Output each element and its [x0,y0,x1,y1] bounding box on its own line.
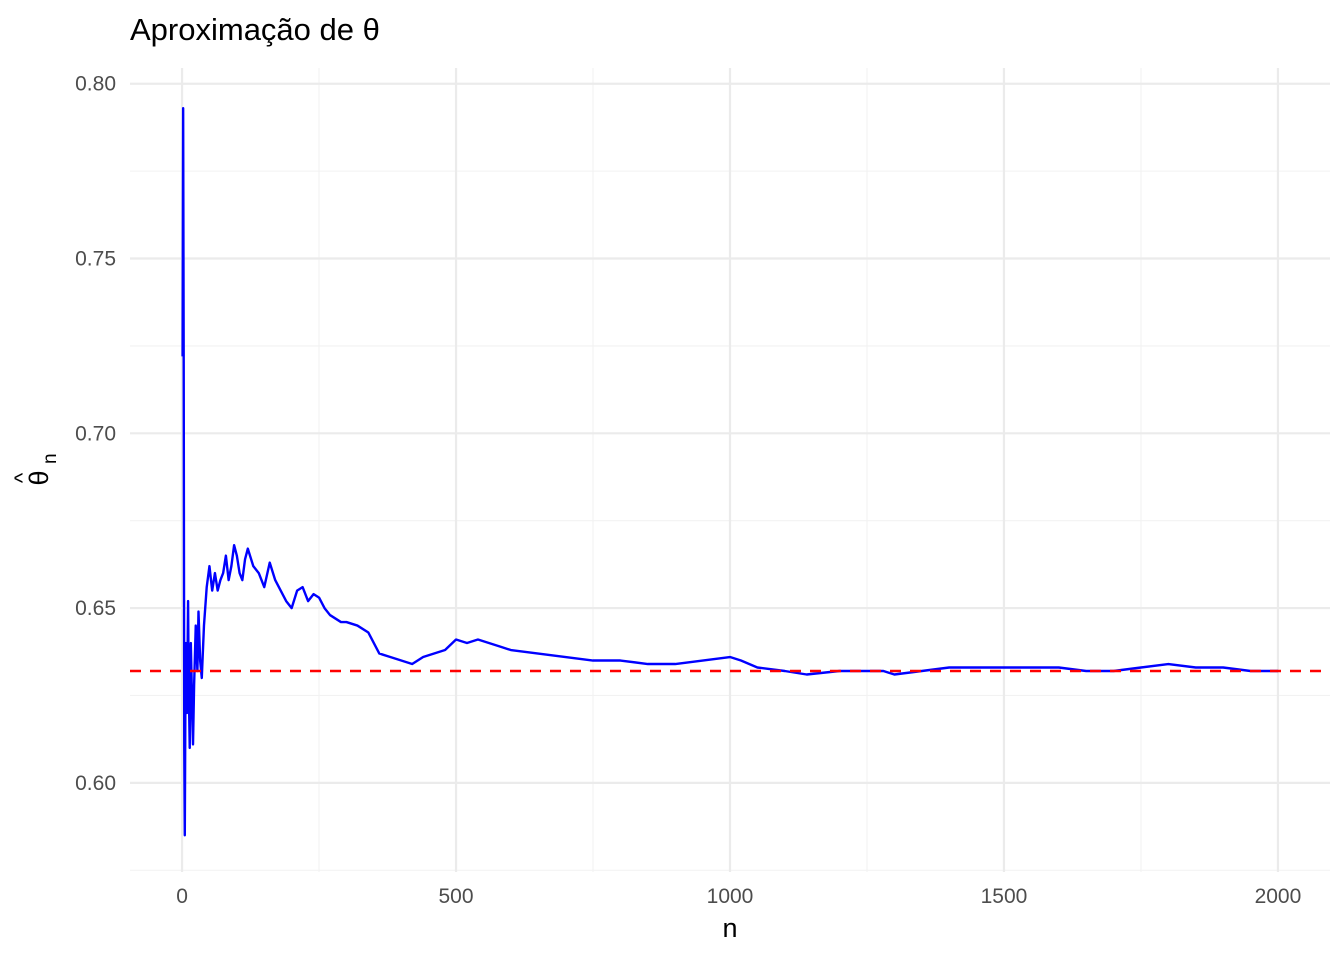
y-axis-label-subscript: n [40,453,61,464]
chart-title: Aproximação de θ [130,12,380,47]
y-axis-label-main: θ [24,470,54,485]
x-tick-label: 0 [176,885,188,908]
y-tick-label: 0.65 [75,597,116,620]
y-tick-labels: 0.60 0.65 0.70 0.75 0.80 [75,73,116,795]
y-axis-label: θ ^ n [10,453,61,485]
y-tick-label: 0.70 [75,422,116,445]
major-gridlines [130,68,1330,872]
series-line [181,106,1278,837]
x-tick-labels: 0 500 1000 1500 2000 [176,885,1301,908]
y-tick-label: 0.75 [75,248,116,271]
x-tick-label: 2000 [1255,885,1302,908]
y-tick-label: 0.60 [75,772,116,795]
series-layer [181,106,1278,837]
x-tick-label: 1000 [707,885,754,908]
x-tick-label: 500 [439,885,474,908]
x-axis-label: n [722,913,737,943]
y-axis-label-hat: ^ [10,472,35,483]
y-tick-label: 0.80 [75,73,116,96]
x-tick-label: 1500 [981,885,1028,908]
